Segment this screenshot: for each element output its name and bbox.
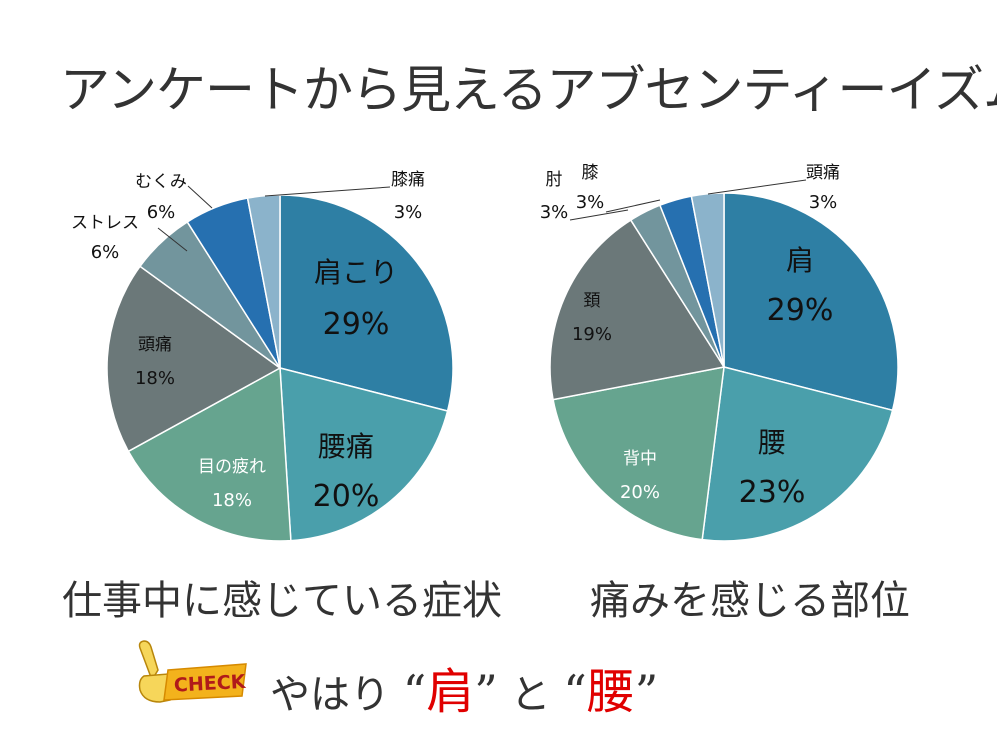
quote-open-2: “ — [563, 665, 587, 719]
slice-label: 肘 — [546, 170, 563, 190]
slice-percent-label: 29% — [767, 293, 834, 328]
slice-label: 膝痛 — [391, 170, 425, 190]
leader-line — [707, 179, 807, 195]
slice-label: むくみ — [135, 172, 187, 192]
quote-close-1: ” — [474, 665, 498, 719]
slice-percent-label: 6% — [91, 242, 120, 263]
quote-close-2: ” — [634, 665, 659, 719]
pie-slice — [549, 219, 726, 401]
slice-percent-label: 6% — [147, 202, 176, 223]
highlight-word-shoulder: 肩 — [426, 664, 475, 720]
check-badge-text: CHECK — [173, 671, 247, 697]
slice-label: 腰痛 — [318, 430, 374, 463]
slice-percent-label: 3% — [394, 202, 423, 223]
slice-label: 頚 — [584, 291, 601, 311]
leader-line — [569, 209, 629, 221]
conclusion-prefix: やはり — [270, 672, 390, 718]
pie-slice — [723, 192, 899, 412]
slice-percent-label: 18% — [135, 368, 175, 389]
pie-slice — [279, 194, 454, 412]
pie-slice — [690, 192, 725, 368]
symptoms-chart-caption: 仕事中に感じている症状 — [62, 578, 502, 624]
slice-label: 肩こり — [314, 256, 398, 289]
slice-percent-label: 20% — [620, 482, 660, 503]
pain-location-pie-chart: 肩 29% 腰 23% 背中 20% 頚 19% 肘 3% 膝 3% 頭痛 3% — [540, 163, 899, 542]
slice-percent-label: 23% — [739, 475, 806, 510]
leader-line — [605, 199, 661, 213]
pie-slice — [127, 366, 292, 542]
slice-percent-label: 20% — [313, 479, 380, 514]
conclusion-connector: と — [510, 672, 551, 718]
slice-label: ストレス — [71, 213, 139, 233]
leader-line — [157, 227, 188, 252]
highlight-word-lower-back: 腰 — [586, 664, 635, 720]
slice-percent-label: 18% — [212, 490, 252, 511]
pain-location-chart-caption: 痛みを感じる部位 — [590, 578, 910, 624]
slice-label: 肩 — [786, 244, 814, 277]
pie-slice — [552, 366, 725, 541]
slice-percent-label: 3% — [576, 192, 605, 213]
slice-label: 膝 — [582, 163, 599, 183]
slice-percent-label: 3% — [809, 192, 838, 213]
leader-line — [264, 186, 391, 197]
pie-slice — [279, 367, 449, 542]
check-hand-icon: CHECK — [138, 640, 247, 703]
slice-percent-label: 29% — [323, 307, 390, 342]
pie-slice — [701, 366, 894, 542]
slice-percent-label: 19% — [572, 324, 612, 345]
slice-label: 目の疲れ — [198, 457, 266, 477]
page-title: アンケートから見えるアブセンティーイズム — [60, 61, 997, 119]
quote-open-1: “ — [402, 665, 427, 719]
slice-label: 背中 — [623, 449, 657, 469]
conclusion-text: やはり “肩” と “腰” — [270, 652, 658, 722]
slice-label: 頭痛 — [138, 335, 172, 355]
pie-slice — [106, 265, 282, 453]
leader-line — [187, 185, 213, 209]
symptoms-pie-chart: 肩こり 29% 腰痛 20% 目の疲れ 18% 頭痛 18% ストレス 6% むくみ 6% 膝痛 3% — [71, 170, 454, 542]
slice-label: 腰 — [758, 426, 786, 459]
slice-percent-label: 3% — [540, 202, 569, 223]
slice-label: 頭痛 — [806, 163, 840, 183]
